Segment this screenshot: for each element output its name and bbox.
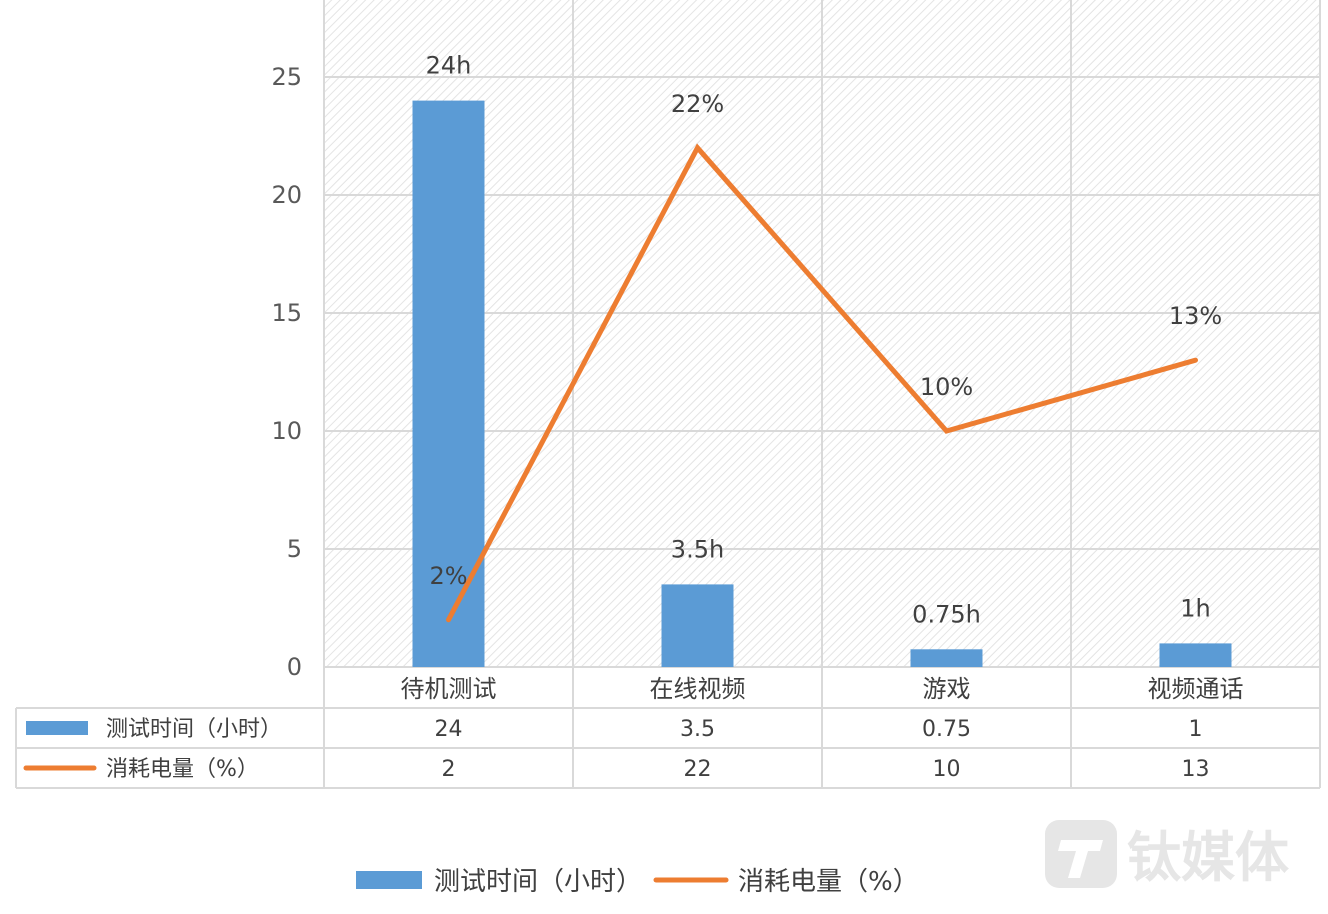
bar [1159, 643, 1232, 667]
y-tick-label: 25 [271, 63, 302, 91]
table-series-name: 消耗电量（%） [106, 757, 259, 782]
y-tick-label: 5 [287, 535, 302, 563]
category-label: 游戏 [923, 675, 971, 703]
table-key-bar [26, 721, 88, 735]
legend-label: 测试时间（小时） [434, 867, 642, 897]
watermark-text: 钛媒体 [1127, 826, 1289, 889]
y-axis-tick-labels: 0 5 10 15 20 25 [271, 63, 302, 681]
line-data-label: 10% [920, 373, 973, 401]
table-value: 0.75 [922, 717, 971, 742]
line-data-label: 2% [429, 562, 467, 590]
bar [910, 649, 983, 667]
legend: 测试时间（小时） 消耗电量（%） [356, 867, 919, 897]
table-value: 3.5 [680, 717, 715, 742]
table-value: 13 [1182, 757, 1210, 782]
table-series-name: 测试时间（小时） [106, 717, 282, 742]
bar [661, 584, 734, 667]
legend-label: 消耗电量（%） [738, 867, 919, 897]
bar-data-label: 0.75h [912, 600, 981, 628]
category-label: 视频通话 [1148, 675, 1244, 703]
bar-data-label: 1h [1180, 594, 1210, 622]
line-data-label: 13% [1169, 302, 1222, 330]
table-value: 2 [442, 757, 456, 782]
bar-data-label: 24h [426, 52, 472, 80]
legend-key-bar [356, 871, 422, 889]
category-label: 在线视频 [650, 675, 746, 703]
watermark: 钛媒体 [1045, 820, 1289, 889]
line-series [446, 143, 1198, 623]
category-label: 待机测试 [401, 675, 497, 703]
taimeiti-logo-icon [1045, 820, 1117, 888]
bar-data-label: 3.5h [671, 535, 724, 563]
y-tick-label: 10 [271, 417, 302, 445]
y-tick-label: 0 [287, 653, 302, 681]
table-value: 1 [1189, 717, 1203, 742]
line-data-label: 22% [671, 90, 724, 118]
table-value: 22 [684, 757, 712, 782]
line-path [446, 143, 1198, 623]
data-labels: 24h 3.5h 0.75h 1h 2% 22% 10% 13% [426, 52, 1223, 629]
y-tick-label: 20 [271, 181, 302, 209]
table-value: 10 [933, 757, 961, 782]
y-tick-label: 15 [271, 299, 302, 327]
table-value: 24 [435, 717, 463, 742]
